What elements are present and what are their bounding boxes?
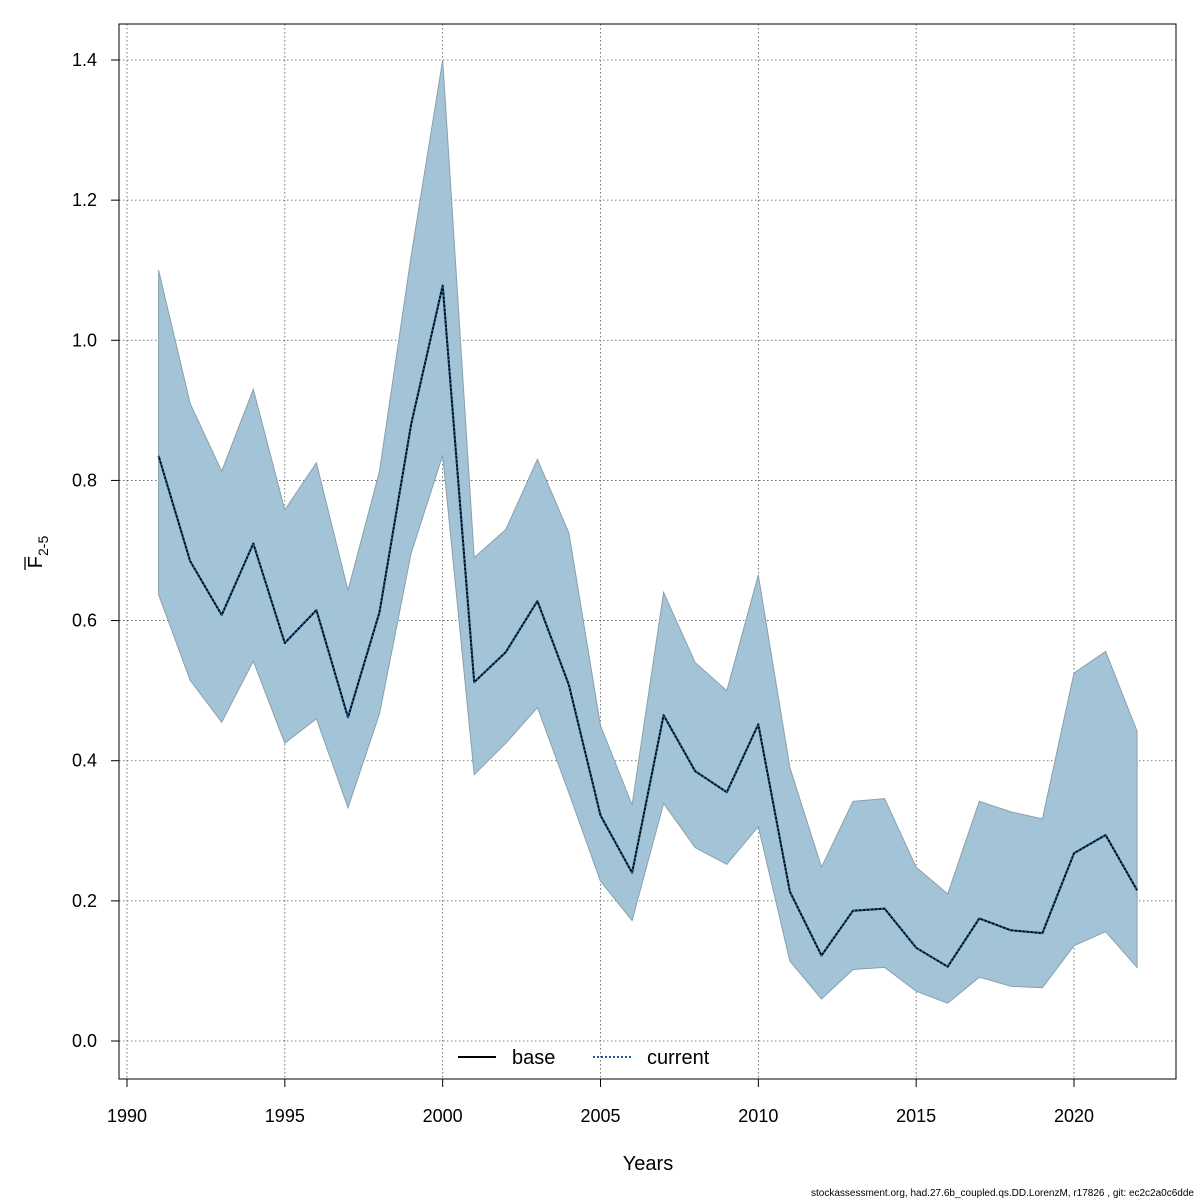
y-tick-label-1: 0.2 [72,891,97,911]
y-axis-title-subscript: 2-5 [35,536,51,556]
x-axis-title: Years [623,1153,673,1175]
y-tick-label-0: 0.0 [72,1031,97,1051]
y-tick-label-7: 1.4 [72,50,97,70]
y-tick-label-6: 1.2 [72,190,97,210]
x-tick-label-2020: 2020 [1054,1106,1094,1126]
y-axis: 0.0 0.2 0.4 0.6 0.8 1.0 1.2 1.4 [72,50,120,1051]
footer-text: stockassessment.org, had.27.6b_coupled.q… [811,1188,1194,1199]
y-tick-label-2: 0.4 [72,751,97,771]
x-tick-label-1995: 1995 [265,1106,305,1126]
x-tick-label-1990: 1990 [107,1106,147,1126]
legend-current-label: current [647,1047,710,1069]
series-lines [157,284,1138,968]
legend-base-label: base [512,1047,555,1069]
y-axis-title-main: F [25,556,47,568]
svg-text:F2-5: F2-5 [25,536,51,569]
x-tick-label-2010: 2010 [738,1106,778,1126]
legend: base current [458,1047,710,1069]
x-axis: 1990 1995 2000 2005 2010 2015 2020 [107,1078,1094,1126]
series-line-base [157,284,1138,968]
x-tick-label-2000: 2000 [423,1106,463,1126]
confidence-band [158,59,1138,1004]
x-tick-label-2015: 2015 [896,1106,936,1126]
y-axis-title: F2-5 [24,536,51,570]
x-tick-label-2005: 2005 [580,1106,620,1126]
y-tick-label-3: 0.6 [72,611,97,631]
y-tick-label-4: 0.8 [72,470,97,490]
y-tick-label-5: 1.0 [72,330,97,350]
